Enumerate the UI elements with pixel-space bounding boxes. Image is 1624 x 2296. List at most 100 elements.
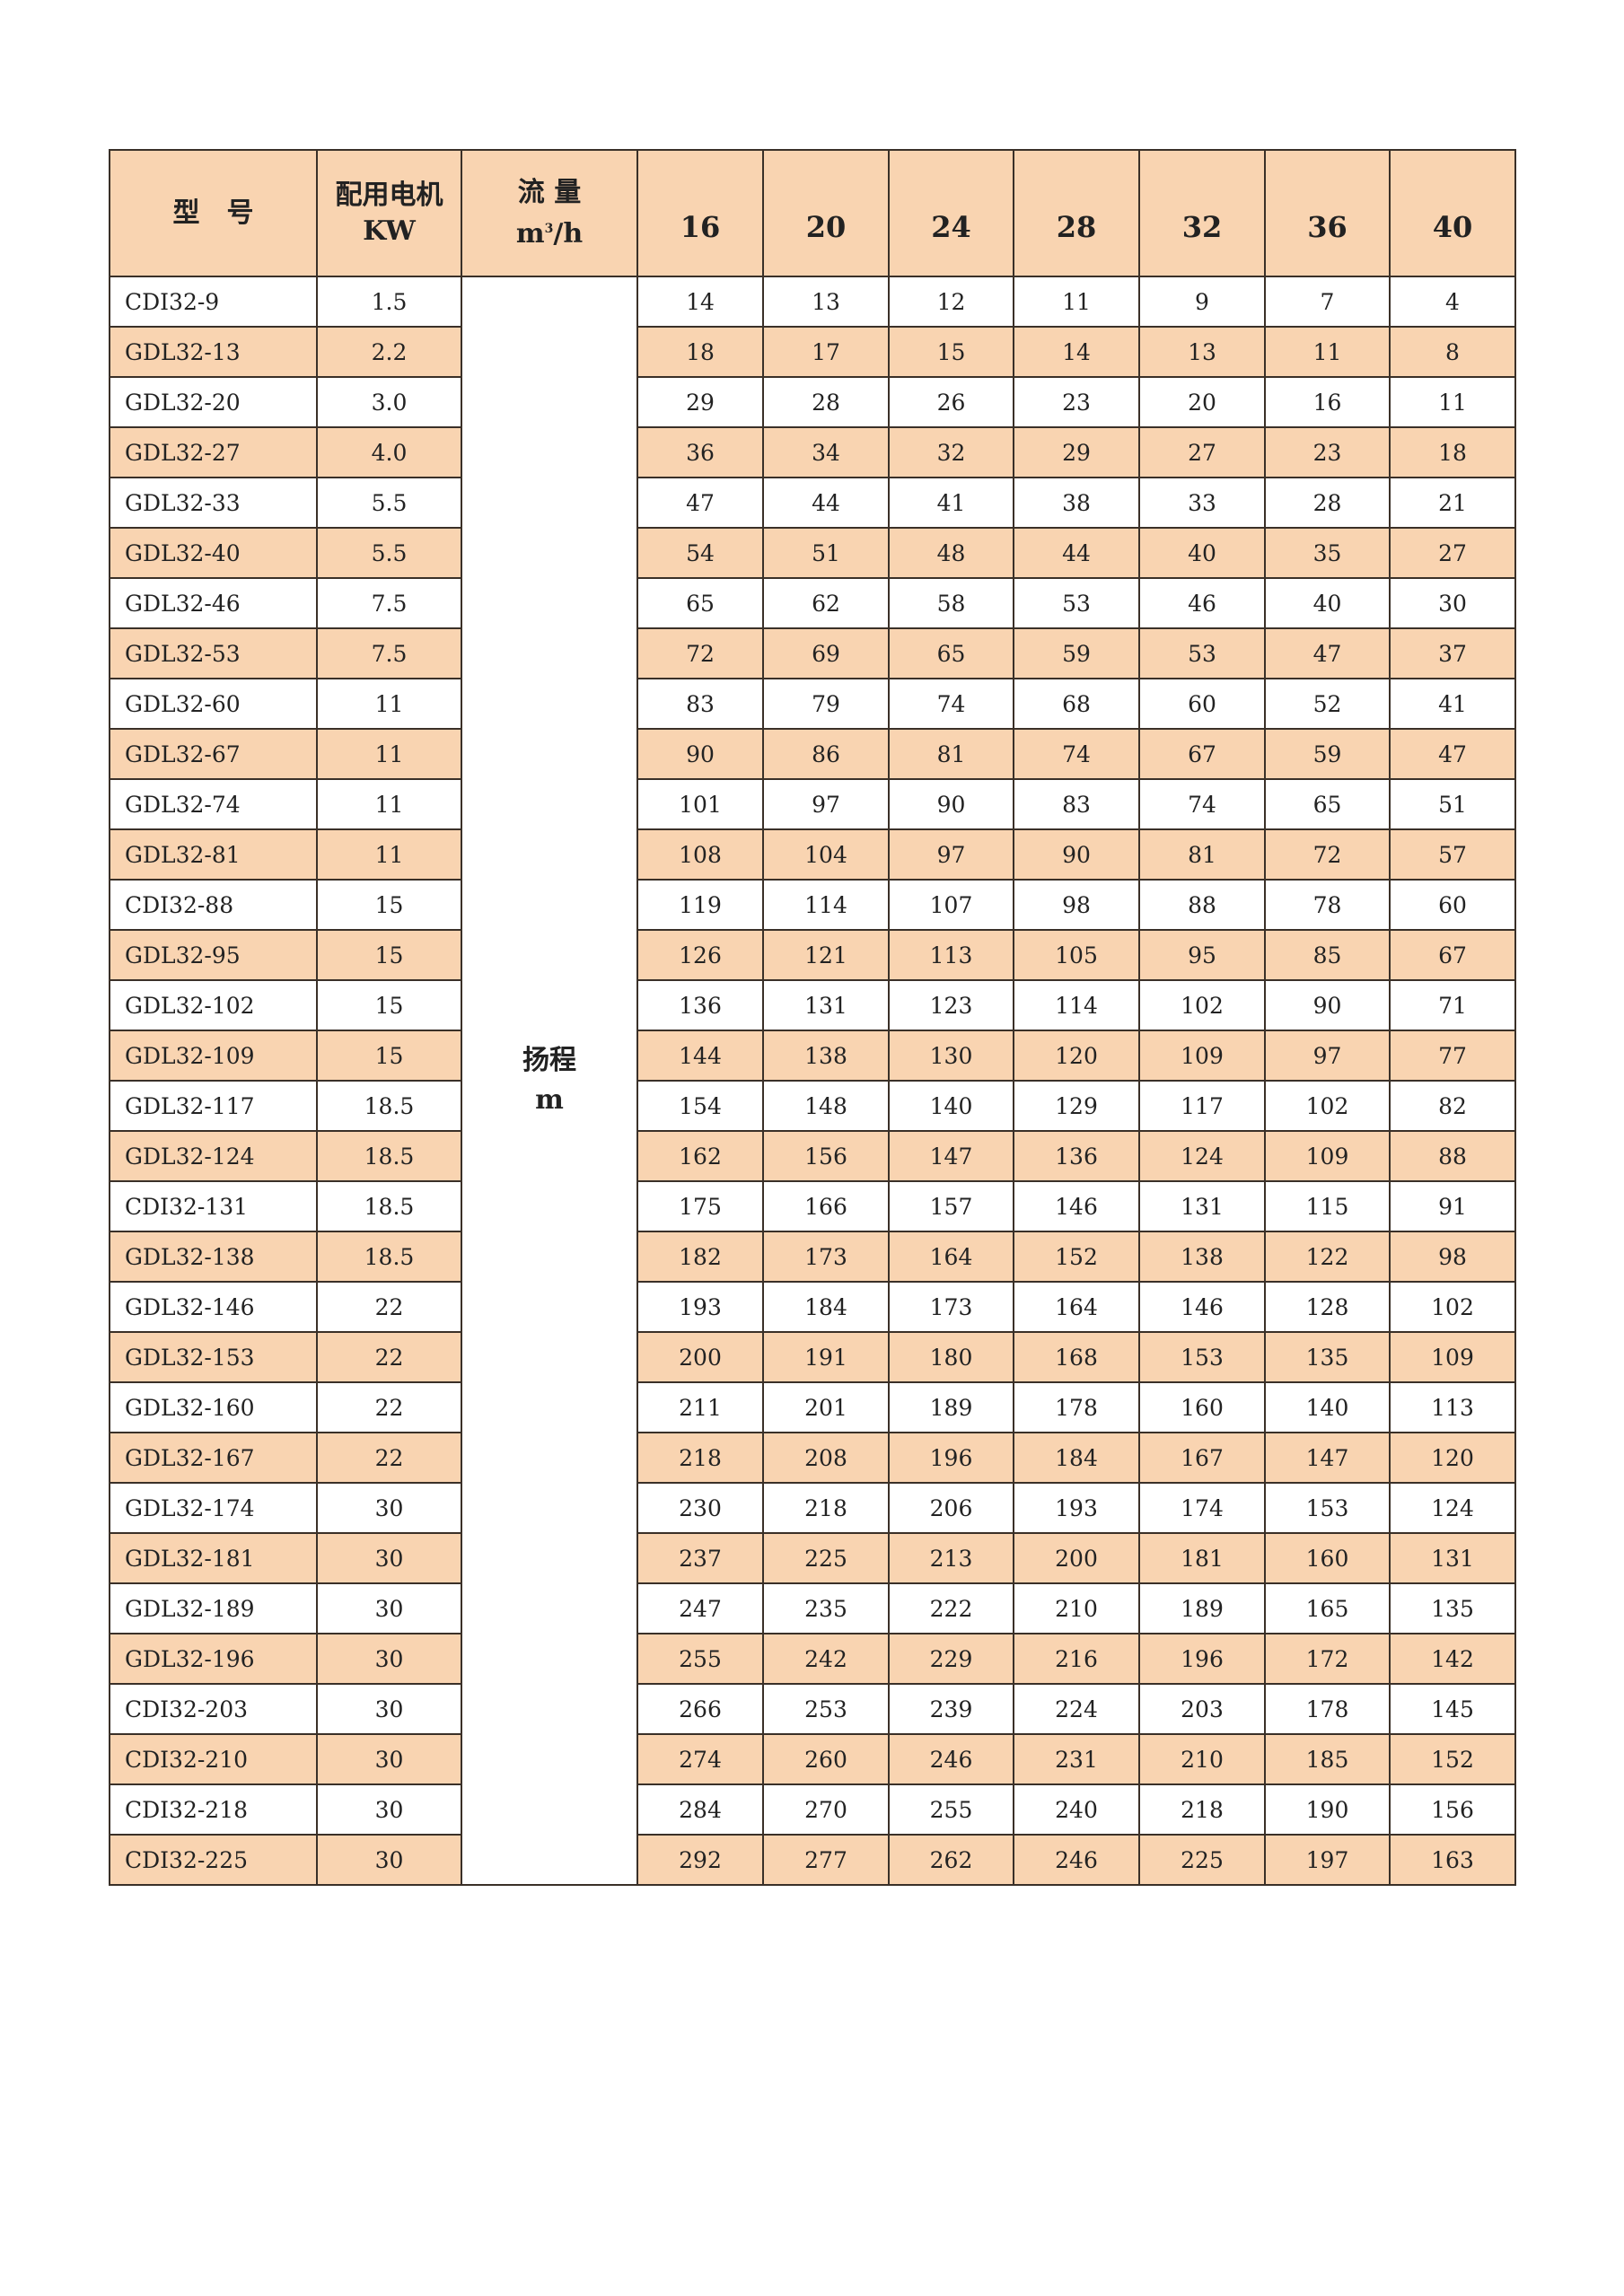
- head-value-cell: 8: [1389, 326, 1516, 378]
- head-value-cell: 148: [762, 1080, 890, 1132]
- head-value-cell: 164: [888, 1231, 1014, 1283]
- head-value-cell: 237: [636, 1532, 764, 1584]
- head-value-cell: 189: [1138, 1582, 1266, 1634]
- head-value-cell: 36: [636, 426, 764, 478]
- head-value-cell: 90: [1013, 828, 1140, 881]
- head-value-cell: 167: [1138, 1432, 1266, 1484]
- head-value-cell: 14: [636, 276, 764, 328]
- head-value-cell: 230: [636, 1482, 764, 1534]
- head-value-cell: 27: [1138, 426, 1266, 478]
- head-value-cell: 46: [1138, 577, 1266, 629]
- head-value-cell: 120: [1389, 1432, 1516, 1484]
- head-value-cell: 16: [1264, 376, 1391, 428]
- head-value-cell: 140: [1264, 1381, 1391, 1433]
- head-value-cell: 59: [1264, 728, 1391, 780]
- motor-kw-cell: 7.5: [316, 627, 462, 679]
- head-value-cell: 181: [1138, 1532, 1266, 1584]
- head-value-cell: 146: [1013, 1180, 1140, 1232]
- head-value-cell: 218: [636, 1432, 764, 1484]
- head-value-cell: 216: [1013, 1633, 1140, 1685]
- model-cell: GDL32-102: [109, 979, 318, 1031]
- head-value-cell: 67: [1389, 929, 1516, 981]
- motor-header: 配用电机 KW: [316, 149, 462, 277]
- head-value-cell: 37: [1389, 627, 1516, 679]
- model-cell: GDL32-67: [109, 728, 318, 780]
- head-value-cell: 11: [1264, 326, 1391, 378]
- head-value-cell: 126: [636, 929, 764, 981]
- motor-kw-cell: 22: [316, 1281, 462, 1333]
- head-value-cell: 52: [1264, 678, 1391, 730]
- head-value-cell: 185: [1264, 1733, 1391, 1785]
- head-value-cell: 131: [1138, 1180, 1266, 1232]
- head-value-cell: 196: [1138, 1633, 1266, 1685]
- model-cell: GDL32-174: [109, 1482, 318, 1534]
- motor-kw-cell: 18.5: [316, 1231, 462, 1283]
- head-value-cell: 184: [1013, 1432, 1140, 1484]
- flow-header-label: 流 量: [517, 176, 582, 208]
- head-value-cell: 72: [636, 627, 764, 679]
- head-value-cell: 4: [1389, 276, 1516, 328]
- head-value-cell: 121: [762, 929, 890, 981]
- head-value-cell: 34: [762, 426, 890, 478]
- head-value-cell: 160: [1264, 1532, 1391, 1584]
- motor-kw-cell: 15: [316, 879, 462, 931]
- pump-performance-table: 型 号 配用电机 KW 流 量 m3/h 16 20 24 28 32 36 40 CDI32-…: [109, 149, 1516, 1886]
- table-row: GDL32-196 30 255 242 229 216 196 172 142: [109, 1633, 1516, 1685]
- model-cell: GDL32-13: [109, 326, 318, 378]
- head-value-cell: 157: [888, 1180, 1014, 1232]
- head-value-cell: 210: [1138, 1733, 1266, 1785]
- model-cell: GDL32-81: [109, 828, 318, 881]
- head-value-cell: 79: [762, 678, 890, 730]
- head-value-cell: 28: [762, 376, 890, 428]
- head-value-cell: 77: [1389, 1030, 1516, 1082]
- model-cell: CDI32-225: [109, 1834, 318, 1886]
- motor-kw-cell: 1.5: [316, 276, 462, 328]
- head-value-cell: 90: [888, 778, 1014, 830]
- model-cell: GDL32-95: [109, 929, 318, 981]
- head-value-cell: 260: [762, 1733, 890, 1785]
- head-value-cell: 168: [1013, 1331, 1140, 1383]
- flow-header-24: 24: [888, 149, 1014, 277]
- table-row: GDL32-117 18.5 154 148 140 129 117 102 82: [109, 1080, 1516, 1132]
- model-header: 型 号: [109, 149, 318, 277]
- head-value-cell: 240: [1013, 1783, 1140, 1836]
- table-row: GDL32-27 4.0 36 34 32 29 27 23 18: [109, 426, 1516, 478]
- head-value-cell: 189: [888, 1381, 1014, 1433]
- head-value-cell: 83: [636, 678, 764, 730]
- head-value-cell: 47: [1389, 728, 1516, 780]
- motor-header-unit: KW: [363, 215, 416, 247]
- head-value-cell: 173: [888, 1281, 1014, 1333]
- head-value-cell: 274: [636, 1733, 764, 1785]
- head-value-cell: 270: [762, 1783, 890, 1836]
- head-value-cell: 224: [1013, 1683, 1140, 1735]
- head-value-cell: 102: [1138, 979, 1266, 1031]
- head-value-cell: 13: [762, 276, 890, 328]
- head-value-cell: 182: [636, 1231, 764, 1283]
- head-value-cell: 82: [1389, 1080, 1516, 1132]
- head-value-cell: 222: [888, 1582, 1014, 1634]
- model-cell: CDI32-210: [109, 1733, 318, 1785]
- head-value-cell: 44: [1013, 527, 1140, 579]
- motor-kw-cell: 30: [316, 1482, 462, 1534]
- head-value-cell: 178: [1264, 1683, 1391, 1735]
- head-value-cell: 131: [1389, 1532, 1516, 1584]
- table-row: GDL32-189 30 247 235 222 210 189 165 135: [109, 1582, 1516, 1634]
- head-value-cell: 135: [1264, 1331, 1391, 1383]
- head-value-cell: 193: [1013, 1482, 1140, 1534]
- head-value-cell: 156: [1389, 1783, 1516, 1836]
- head-value-cell: 152: [1389, 1733, 1516, 1785]
- head-value-cell: 81: [888, 728, 1014, 780]
- table-row: GDL32-46 7.5 65 62 58 53 46 40 30: [109, 577, 1516, 629]
- motor-kw-cell: 30: [316, 1582, 462, 1634]
- head-value-cell: 54: [636, 527, 764, 579]
- motor-kw-cell: 30: [316, 1683, 462, 1735]
- head-value-cell: 59: [1013, 627, 1140, 679]
- motor-kw-cell: 18.5: [316, 1130, 462, 1182]
- head-value-cell: 41: [1389, 678, 1516, 730]
- head-value-cell: 97: [1264, 1030, 1391, 1082]
- header-row: 型 号 配用电机 KW 流 量 m3/h 16 20 24 28 32 36 40: [109, 149, 1516, 277]
- motor-kw-cell: 2.2: [316, 326, 462, 378]
- head-value-cell: 105: [1013, 929, 1140, 981]
- motor-kw-cell: 15: [316, 1030, 462, 1082]
- head-value-cell: 246: [1013, 1834, 1140, 1886]
